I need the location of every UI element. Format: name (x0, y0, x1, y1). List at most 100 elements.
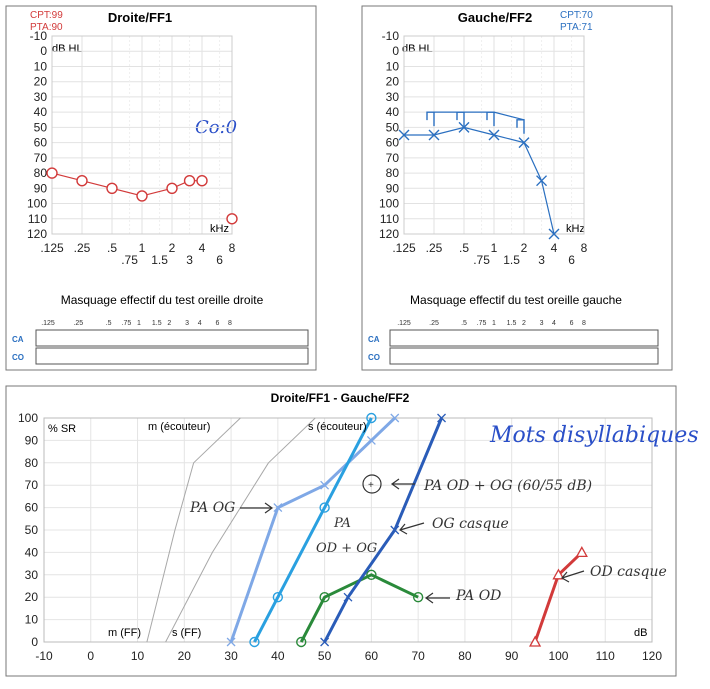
x-tick-label: .125 (392, 241, 416, 255)
speech-point-cross (320, 637, 330, 647)
x-tick-label: 1.5 (503, 253, 520, 267)
left-mask-ticks: .125 .25 .5 .75 1 1.5 2 3 4 6 8 (41, 320, 232, 327)
mask-tick-label: .75 (122, 320, 132, 327)
right-co-field[interactable] (389, 347, 659, 365)
y-tick-label: -10 (382, 29, 400, 43)
speech-point-circle (412, 592, 424, 603)
speech-xlabel: dB (634, 627, 647, 639)
x-tick-label: .75 (473, 253, 490, 267)
x-tick-label: 70 (411, 649, 425, 663)
data-point-cross (488, 129, 500, 141)
y-tick-label: 0 (40, 44, 47, 58)
right-mask-ticks: .125 .25 .5 .75 1 1.5 2 3 4 6 8 (397, 320, 586, 327)
x-tick-label: 6 (216, 253, 223, 267)
mask-tick-label: 8 (582, 320, 586, 327)
right-pta: PTA:71 (560, 22, 593, 33)
x-tick-label: 10 (131, 649, 145, 663)
speech-point-circle (366, 569, 377, 580)
x-tick-label: -10 (35, 649, 53, 663)
mask-tick-label: 4 (198, 320, 202, 327)
data-point-cross (536, 175, 548, 187)
y-tick-label: 90 (34, 181, 48, 195)
mask-tick-label: .25 (429, 320, 439, 327)
speech-series-line (146, 417, 241, 643)
hand-arrow-pa-od-og (390, 478, 415, 490)
mask-tick-label: 4 (552, 320, 556, 327)
speech-title: Droite/FF1 - Gauche/FF2 (271, 391, 410, 405)
y-tick-label: 50 (34, 120, 48, 134)
y-tick-label: -10 (30, 29, 48, 43)
speech-series-line (253, 417, 373, 643)
left-pta: PTA:90 (30, 22, 63, 33)
data-point-circle (196, 174, 208, 187)
left-co-field[interactable] (35, 347, 309, 365)
hand-pa-og: PA OG (189, 500, 235, 516)
right-khz: kHz (566, 223, 585, 235)
mask-tick-label: 1.5 (507, 320, 517, 327)
y-tick-label: 60 (34, 136, 48, 150)
y-tick-label: 70 (34, 151, 48, 165)
mask-tick-label: 2 (522, 320, 526, 327)
speech-point-circle (249, 636, 260, 648)
data-point-cross (548, 228, 560, 240)
x-tick-label: 1.5 (151, 253, 168, 267)
speech-point-cross (366, 435, 376, 445)
x-tick-label: 110 (596, 649, 615, 663)
y-tick-label: 50 (25, 523, 39, 537)
data-point-cross (458, 121, 470, 133)
x-tick-label: 2 (521, 241, 528, 255)
x-tick-label: 40 (271, 649, 285, 663)
speech-point-circle (319, 502, 330, 513)
data-point-bracket (426, 111, 435, 127)
data-point-cross (398, 129, 410, 141)
x-tick-label: .5 (107, 241, 117, 255)
x-tick-label: 50 (318, 649, 332, 663)
right-ca-field[interactable] (389, 329, 659, 347)
mask-tick-label: .5 (106, 320, 112, 327)
y-tick-label: 80 (386, 166, 400, 180)
speech-point-triangle (528, 635, 542, 647)
y-tick-label: 0 (392, 44, 399, 58)
speech-point-circle (296, 636, 307, 648)
hand-arrow-pa-od (424, 592, 450, 604)
ref-m-ff-label: m (FF) (108, 627, 141, 639)
hand-circle-marker (362, 474, 382, 494)
data-point-circle (106, 182, 118, 195)
data-point-bracket (456, 111, 465, 127)
speech-point-cross (437, 413, 446, 423)
mask-tick-label: .125 (397, 320, 411, 327)
hand-pa-2: OD + OG (316, 541, 377, 556)
mask-tick-label: .75 (477, 320, 487, 327)
hand-og-casque: OG casque (432, 516, 509, 532)
mask-tick-label: 1 (492, 320, 496, 327)
hand-arrow-od-casque (561, 570, 585, 583)
mask-tick-label: 6 (570, 320, 574, 327)
y-tick-label: 10 (25, 613, 39, 627)
data-point-bracket (486, 111, 495, 127)
speech-point-cross (390, 413, 400, 423)
data-point-circle (46, 167, 58, 179)
ref-m-ecouteur-label: m (écouteur) (148, 421, 210, 433)
y-tick-label: 90 (25, 433, 39, 447)
y-tick-label: 40 (34, 105, 48, 119)
x-tick-label: 1 (491, 241, 498, 255)
y-tick-label: 100 (379, 197, 399, 211)
x-tick-label: 2 (169, 241, 176, 255)
data-point-cross (518, 137, 530, 149)
speech-point-circle (272, 592, 284, 603)
mask-tick-label: .125 (41, 320, 55, 327)
hand-od-casque: OD casque (590, 564, 667, 580)
mask-tick-label: 1.5 (152, 320, 162, 327)
left-ca-field[interactable] (35, 329, 309, 347)
y-tick-label: 120 (27, 227, 47, 241)
x-tick-label: 0 (87, 649, 94, 663)
speech-point-cross (226, 637, 236, 647)
speech-series-line (323, 417, 443, 643)
series-line (434, 111, 525, 121)
x-tick-label: 80 (458, 649, 472, 663)
y-tick-label: 70 (386, 151, 400, 165)
ref-s-ff-label: s (FF) (172, 627, 201, 639)
data-point-bracket (516, 119, 525, 134)
x-tick-label: .75 (121, 253, 138, 267)
